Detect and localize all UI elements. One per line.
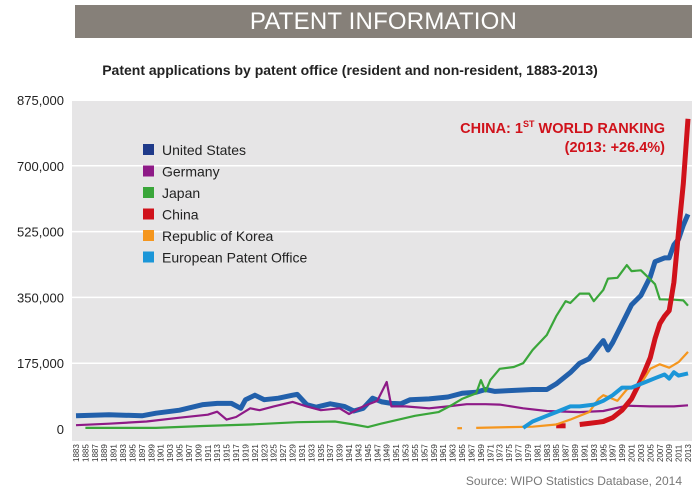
x-tick-label: 2007	[656, 444, 665, 462]
x-tick-label: 1961	[439, 444, 448, 462]
x-tick-label: 1971	[486, 444, 495, 462]
x-tick-label: 1963	[449, 444, 458, 462]
x-tick-label: 1923	[260, 444, 269, 462]
x-tick-label: 1953	[402, 444, 411, 462]
legend-swatch	[143, 187, 154, 198]
x-tick-label: 1959	[430, 444, 439, 462]
x-tick-label: 2005	[646, 444, 655, 462]
x-tick-label: 1883	[72, 444, 81, 462]
x-tick-label: 1907	[185, 444, 194, 462]
x-tick-label: 1947	[373, 444, 382, 462]
x-tick-label: 1905	[176, 444, 185, 462]
x-tick-label: 1981	[533, 444, 542, 462]
x-tick-label: 1993	[590, 444, 599, 462]
legend-label: China	[162, 207, 199, 223]
legend-label: United States	[162, 142, 246, 158]
x-tick-label: 1915	[223, 444, 232, 462]
x-tick-label: 1941	[345, 444, 354, 462]
x-tick-label: 1951	[392, 444, 401, 462]
x-tick-label: 1983	[543, 444, 552, 462]
x-tick-label: 1995	[599, 444, 608, 462]
x-tick-label: 1989	[571, 444, 580, 462]
x-tick-label: 1925	[270, 444, 279, 462]
x-tick-label: 1935	[317, 444, 326, 462]
x-tick-label: 1943	[354, 444, 363, 462]
x-tick-label: 1945	[364, 444, 373, 462]
x-tick-label: 1913	[213, 444, 222, 462]
legend-swatch	[143, 209, 154, 220]
x-tick-label: 2011	[675, 444, 684, 462]
x-tick-label: 1891	[110, 444, 119, 462]
y-tick-label: 175,000	[17, 356, 64, 371]
x-tick-label: 1955	[411, 444, 420, 462]
legend-swatch	[143, 252, 154, 263]
y-tick-label: 525,000	[17, 225, 64, 240]
x-tick-label: 1897	[138, 444, 147, 462]
y-tick-label: 700,000	[17, 159, 64, 174]
x-tick-label: 1975	[505, 444, 514, 462]
x-tick-label: 1921	[251, 444, 260, 462]
source-note: Source: WIPO Statistics Database, 2014	[466, 474, 682, 488]
x-tick-label: 1969	[477, 444, 486, 462]
x-tick-label: 1929	[289, 444, 298, 462]
x-tick-label: 1893	[119, 444, 128, 462]
legend-label: Republic of Korea	[162, 228, 274, 244]
x-tick-label: 2013	[684, 444, 693, 462]
x-tick-label: 1903	[166, 444, 175, 462]
x-tick-label: 1911	[204, 444, 213, 462]
x-tick-label: 1917	[232, 444, 241, 462]
x-tick-label: 2009	[665, 444, 674, 462]
x-tick-label: 1949	[383, 444, 392, 462]
annotation-china-ranking: CHINA: 1ST WORLD RANKING	[460, 119, 665, 137]
x-tick-label: 1967	[467, 444, 476, 462]
x-tick-label: 1895	[128, 444, 137, 462]
x-tick-label: 1979	[524, 444, 533, 462]
legend-swatch	[143, 166, 154, 177]
legend-label: Japan	[162, 185, 200, 201]
x-tick-label: 1909	[194, 444, 203, 462]
x-tick-label: 2003	[637, 444, 646, 462]
x-tick-label: 1927	[279, 444, 288, 462]
x-tick-label: 1985	[552, 444, 561, 462]
x-tick-label: 1931	[298, 444, 307, 462]
legend-label: Germany	[162, 164, 220, 180]
x-tick-label: 1991	[580, 444, 589, 462]
annotation-china-growth: (2013: +26.4%)	[565, 140, 666, 156]
x-tick-label: 1885	[81, 444, 90, 462]
legend-swatch	[143, 230, 154, 241]
x-tick-label: 1987	[562, 444, 571, 462]
x-tick-label: 1937	[326, 444, 335, 462]
x-tick-label: 1999	[618, 444, 627, 462]
y-tick-label: 350,000	[17, 290, 64, 305]
legend-swatch	[143, 144, 154, 155]
x-tick-label: 2001	[628, 444, 637, 462]
legend-label: European Patent Office	[162, 250, 307, 266]
x-tick-label: 1939	[336, 444, 345, 462]
x-tick-label: 1997	[609, 444, 618, 462]
x-tick-label: 1887	[91, 444, 100, 462]
x-tick-label: 1965	[458, 444, 467, 462]
x-tick-label: 1919	[241, 444, 250, 462]
x-tick-label: 1901	[157, 444, 166, 462]
x-tick-label: 1899	[147, 444, 156, 462]
x-tick-label: 1933	[307, 444, 316, 462]
x-tick-label: 1957	[420, 444, 429, 462]
x-tick-label: 1889	[100, 444, 109, 462]
y-tick-label: 875,000	[17, 93, 64, 108]
x-tick-label: 1977	[515, 444, 524, 462]
y-tick-label: 0	[57, 422, 64, 437]
x-tick-label: 1973	[496, 444, 505, 462]
